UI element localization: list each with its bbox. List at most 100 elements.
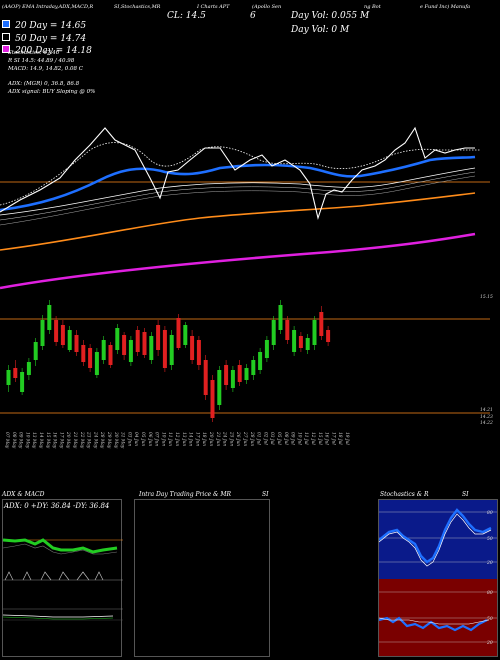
close-price: CL: 14.5 xyxy=(167,11,206,21)
candle-body xyxy=(149,336,154,360)
intraday-panel-title: Intra Day Trading Price & MR xyxy=(139,491,232,498)
candle-body xyxy=(258,352,263,370)
date-label: 02 Jul xyxy=(262,432,267,445)
day-volume-2: Day Vol: 0 M xyxy=(291,25,350,35)
rsi-tick-50: 50 xyxy=(487,616,493,622)
date-label: 17 Jun xyxy=(194,432,199,446)
ema20-line xyxy=(0,155,476,212)
ema50-label: 50 Day = 14.74 xyxy=(15,34,87,44)
date-label: 07 May xyxy=(4,432,9,449)
candle-body xyxy=(162,330,167,368)
ema20-label: 20 Day = 14.65 xyxy=(15,21,87,31)
date-label: 29 May xyxy=(106,431,111,449)
header-charts: I Charts APT xyxy=(197,4,230,10)
rsi-tick-20: 20 xyxy=(486,640,493,646)
header-symbol-info: (AAOP) EMA Intraday,ADX,MACD,R xyxy=(2,4,94,10)
candle-body xyxy=(210,380,215,418)
date-label: 03 Jun xyxy=(126,432,131,446)
date-label: 10 May xyxy=(24,432,29,449)
date-label: 09 Jul xyxy=(290,432,295,445)
candle-body xyxy=(305,338,310,350)
candle-body xyxy=(203,360,208,395)
close-price-line xyxy=(0,126,475,221)
date-label: 10 Jul xyxy=(296,432,301,445)
stoch-rsi-panel: 80 50 20 80 50 20 xyxy=(378,499,498,657)
candle-body xyxy=(169,335,174,365)
header-company: (Apollo Sen xyxy=(252,4,282,10)
candle-body xyxy=(33,342,38,360)
legend-ema50: 50 Day = 14.74 xyxy=(2,26,86,45)
date-label: 09 May xyxy=(18,432,23,449)
date-label: 28 Jun xyxy=(249,431,254,446)
candle-body xyxy=(278,305,283,330)
adx-panel-title: ADX & MACD xyxy=(2,491,45,498)
candle-body xyxy=(326,330,331,342)
candle-body xyxy=(230,370,235,388)
ema20-swatch xyxy=(2,19,10,28)
candle-body xyxy=(176,318,181,348)
date-label: 14 Jun xyxy=(188,432,193,446)
candle-body xyxy=(54,320,59,342)
date-label: 16 May xyxy=(52,432,57,449)
candle-body xyxy=(292,330,297,352)
candle-body xyxy=(128,340,133,362)
date-label: 30 May xyxy=(113,432,118,449)
date-label: 10 Jun xyxy=(160,432,165,446)
date-label: 11 Jun xyxy=(167,432,172,446)
ema50-band-mid xyxy=(0,171,476,221)
date-label: 24 Jun xyxy=(222,431,227,446)
ema200-label: 200 Day = 14.18 xyxy=(15,46,92,56)
price-label-lower-1: 14.21 xyxy=(480,407,493,413)
candle-body xyxy=(67,330,72,350)
candle-body xyxy=(101,340,106,360)
price-label-lower-2: 14.23 xyxy=(480,414,493,420)
candle-body xyxy=(13,368,18,378)
stoch-tick-20: 20 xyxy=(486,560,493,566)
date-label: 13 May xyxy=(31,432,36,449)
date-label: 08 May xyxy=(11,432,16,449)
date-label: 19 Jul xyxy=(344,432,349,445)
date-label: 15 Jul xyxy=(317,432,322,445)
date-label: 03 Jul xyxy=(269,432,274,445)
stoch-panel-si: SI xyxy=(462,491,469,498)
legend-ema20: 20 Day = 14.65 xyxy=(2,13,86,32)
legend-ema200: 200 Day = 14.18 xyxy=(2,38,92,57)
date-label: 21 Jun xyxy=(215,431,220,446)
candle-body xyxy=(115,328,120,350)
candle-body xyxy=(319,312,324,336)
candle-body xyxy=(40,320,45,346)
price-label-lower-3: 14.22 xyxy=(480,420,493,426)
date-label: 18 Jul xyxy=(337,432,342,445)
price-label-upper: 15.15 xyxy=(480,294,493,300)
date-label: 21 May xyxy=(72,431,77,449)
adx-signal: ADX signal: BUY Sloping @ 0% xyxy=(8,89,96,95)
date-label: 25 Jun xyxy=(228,431,233,446)
candle-body xyxy=(122,335,127,355)
date-label: 28 May xyxy=(99,431,104,449)
candlestick-group xyxy=(6,300,331,422)
header-company-2: ng Bot xyxy=(364,4,381,10)
date-label: 23 May xyxy=(86,431,91,449)
stoch-tick-50: 50 xyxy=(487,536,493,542)
date-label: 05 Jun xyxy=(140,432,145,446)
candle-body xyxy=(142,332,147,355)
date-label: 16 Jul xyxy=(324,432,329,445)
ema50-band-upper xyxy=(0,167,476,216)
candle-body xyxy=(298,336,303,348)
candle-body xyxy=(271,320,276,345)
candle-body xyxy=(135,330,140,352)
date-label: 12 Jul xyxy=(310,432,315,445)
candle-body xyxy=(26,362,31,375)
candle-body xyxy=(74,335,79,352)
candle-body xyxy=(88,348,93,368)
date-label: 07 Jun xyxy=(154,432,159,446)
adx-lines xyxy=(3,538,123,621)
ema200-line xyxy=(0,192,476,251)
date-label: 14 May xyxy=(38,432,43,449)
date-label: 20 Jun xyxy=(208,431,213,446)
candle-body xyxy=(251,360,256,375)
rsi-tick-80: 80 xyxy=(487,590,493,596)
header-indicators: SI,Stochastics,MR xyxy=(114,4,161,10)
date-axis: 07 May 08 May 09 May 10 May 13 May 14 May 15 M… xyxy=(4,431,349,449)
candle-body xyxy=(224,365,229,385)
